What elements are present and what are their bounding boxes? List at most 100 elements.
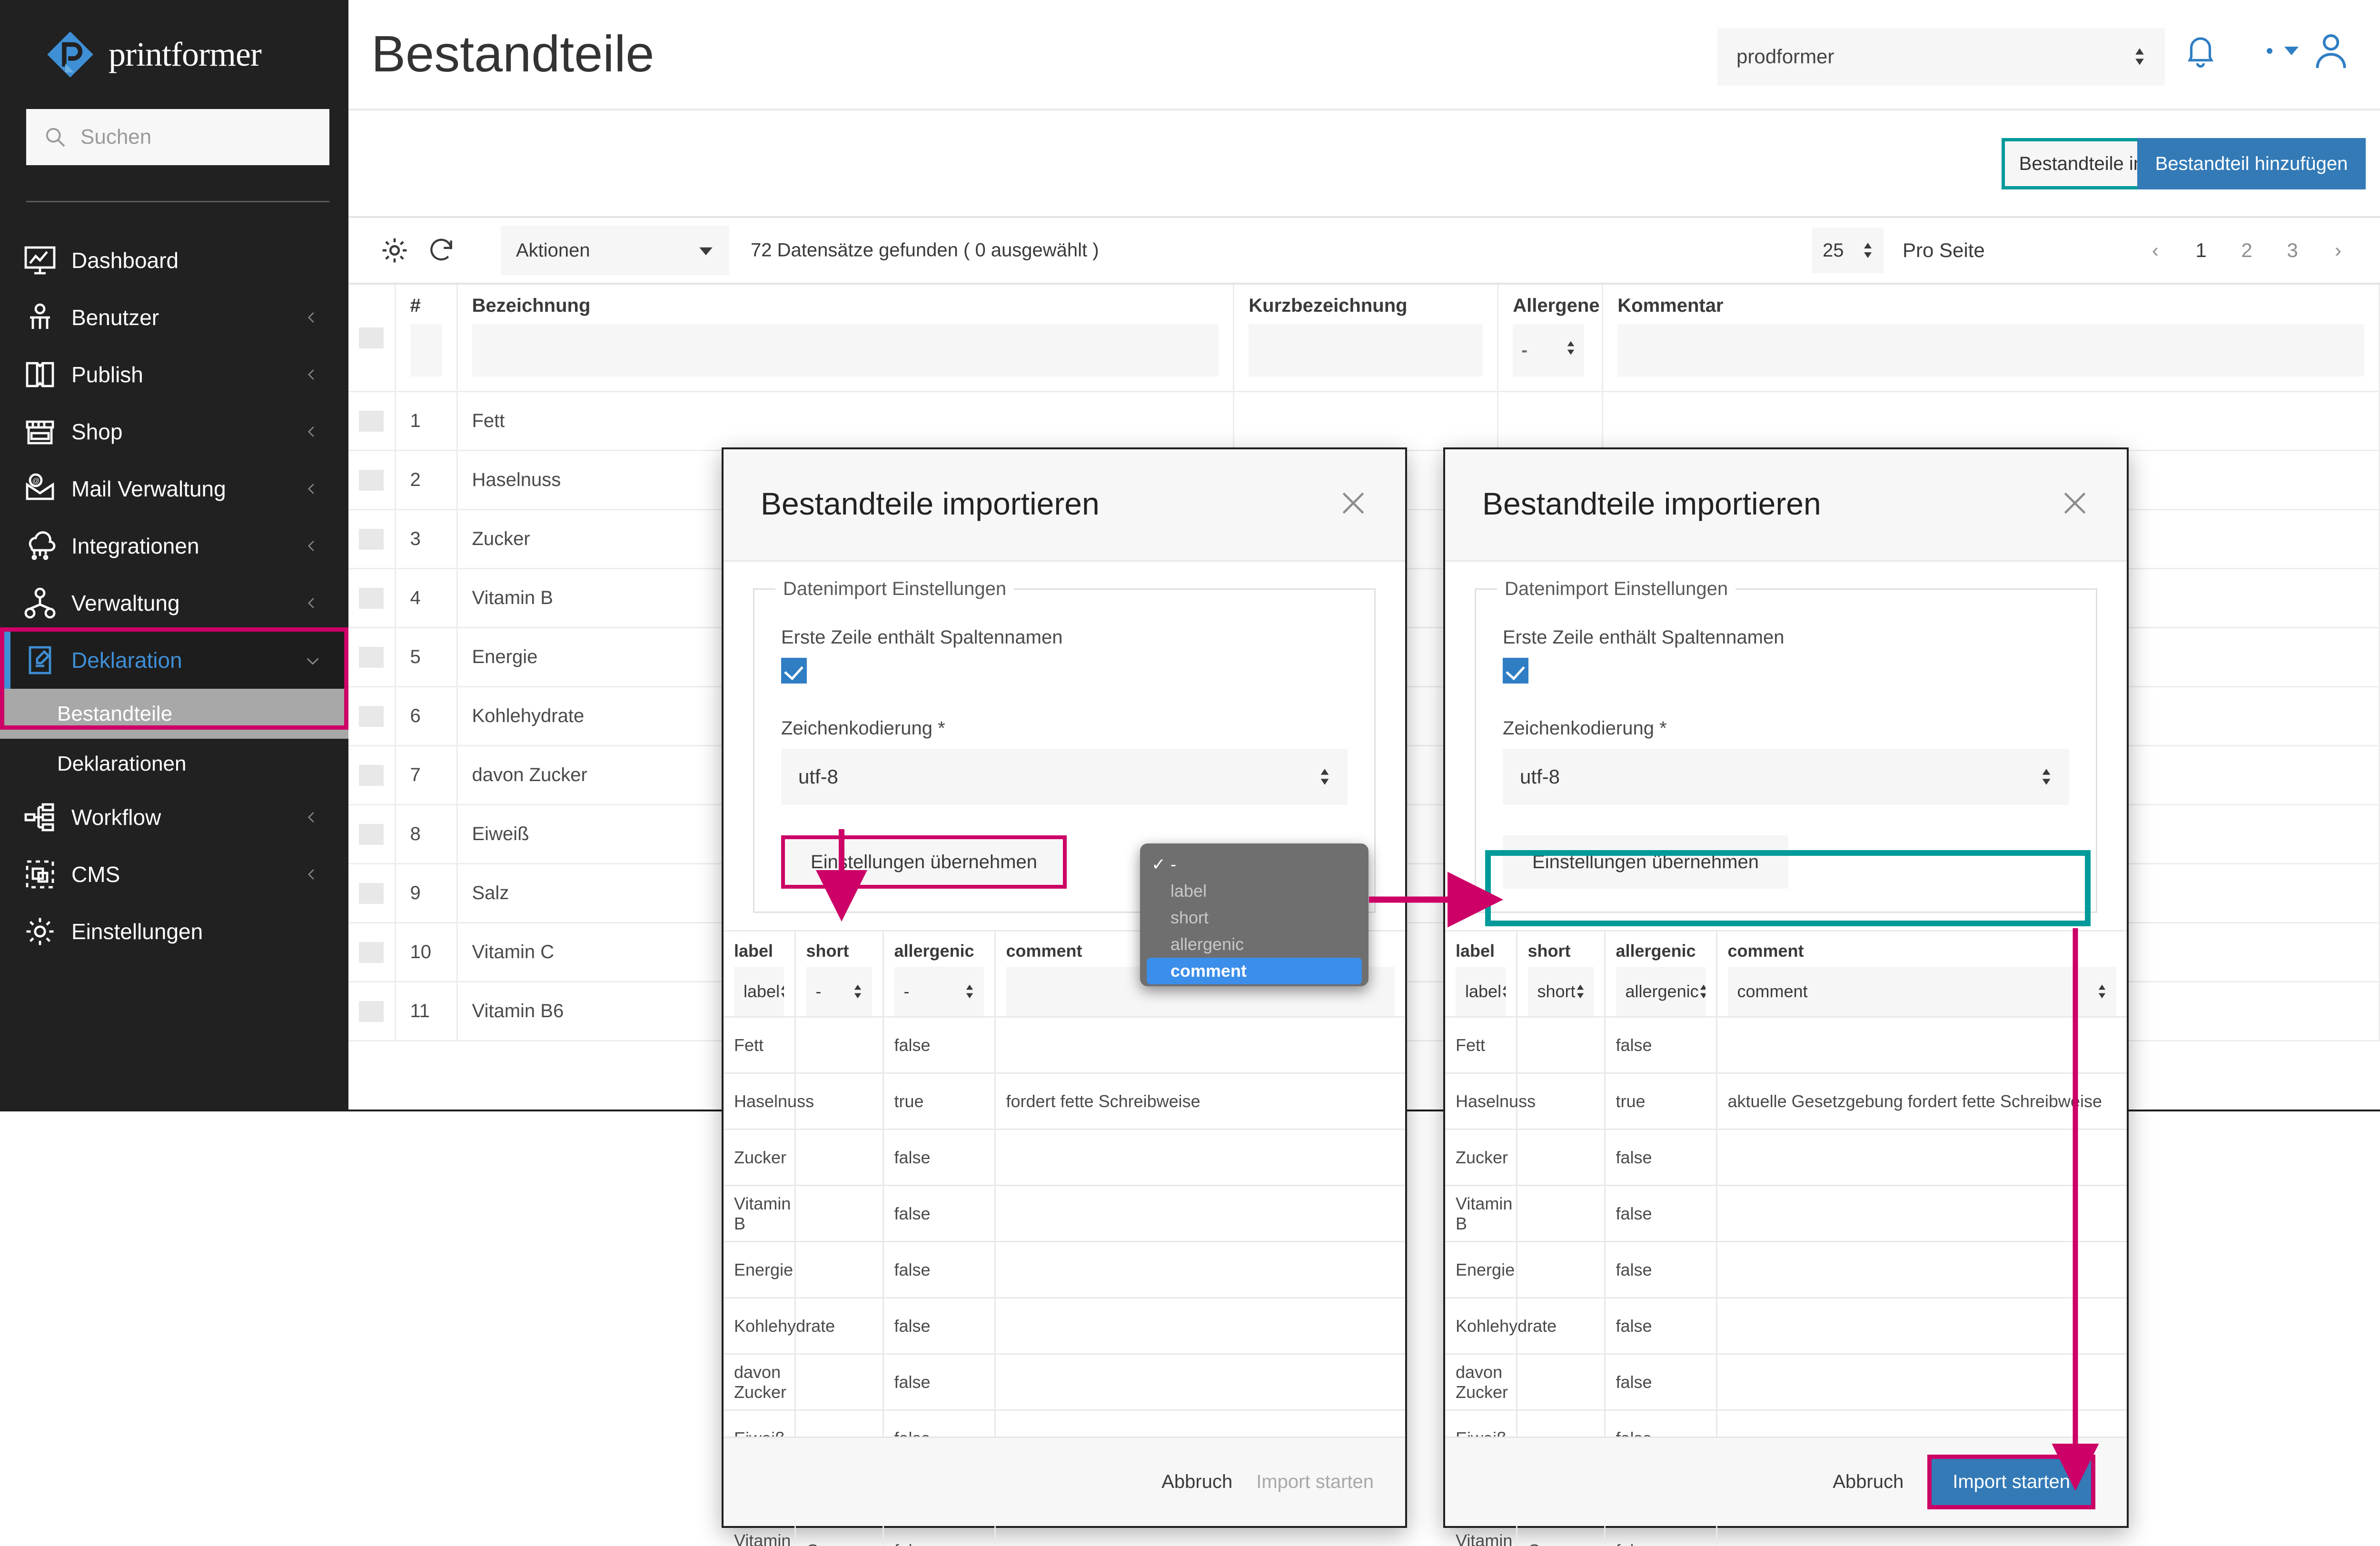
mapping-options-dropdown[interactable]: - label short allergenic comment bbox=[1140, 843, 1368, 986]
first-row-headers-checkbox[interactable] bbox=[1503, 658, 1528, 684]
filter-input-kommentar[interactable] bbox=[1617, 324, 2364, 377]
pagination-page-1[interactable]: 1 bbox=[2195, 239, 2207, 261]
apply-settings-button[interactable]: Einstellungen übernehmen bbox=[1503, 835, 1788, 889]
mapping-select-short[interactable]: short bbox=[1527, 967, 1594, 1016]
sidebar-item-integrationen[interactable]: Integrationen bbox=[0, 517, 348, 575]
dropdown-option-short[interactable]: short bbox=[1170, 908, 1209, 927]
sidebar-item-cms[interactable]: CMS bbox=[0, 846, 348, 903]
filter-input-bezeichnung[interactable] bbox=[472, 324, 1219, 377]
row-checkbox-cell[interactable] bbox=[348, 922, 396, 982]
column-header-kurzbezeichnung[interactable]: Kurzbezeichnung bbox=[1233, 285, 1499, 392]
start-import-button[interactable]: Import starten bbox=[1256, 1471, 1374, 1492]
dialog-header: Bestandteile importieren bbox=[724, 449, 1405, 562]
mapping-select-short[interactable]: - bbox=[806, 967, 872, 1016]
row-checkbox-cell[interactable] bbox=[348, 627, 396, 687]
row-checkbox[interactable] bbox=[359, 882, 384, 904]
column-header-bezeichnung[interactable]: Bezeichnung bbox=[457, 285, 1235, 392]
filter-input-kurzbezeichnung[interactable] bbox=[1249, 324, 1483, 377]
pagination-page-3[interactable]: 3 bbox=[2287, 239, 2298, 261]
row-checkbox-cell[interactable] bbox=[348, 391, 396, 451]
select-all-header[interactable] bbox=[348, 285, 396, 392]
pagination-next[interactable]: › bbox=[2335, 239, 2341, 261]
row-checkbox[interactable] bbox=[359, 528, 384, 550]
gear-icon[interactable] bbox=[379, 235, 410, 266]
user-menu[interactable] bbox=[2267, 28, 2351, 74]
sidebar-item-deklaration[interactable]: Deklaration bbox=[0, 632, 348, 689]
bell-icon[interactable] bbox=[2182, 30, 2219, 72]
filter-select-allergene[interactable]: - bbox=[1513, 324, 1585, 377]
column-header-kommentar[interactable]: Kommentar bbox=[1602, 285, 2380, 392]
column-header-num[interactable]: # bbox=[395, 285, 458, 392]
dropdown-option-label[interactable]: label bbox=[1170, 881, 1207, 901]
sidebar-item-publish[interactable]: Publish bbox=[0, 346, 348, 403]
encoding-select[interactable]: utf-8 bbox=[1503, 749, 2069, 805]
per-page-select[interactable]: 25 bbox=[1812, 228, 1884, 273]
filter-input-num[interactable] bbox=[410, 324, 442, 377]
row-checkbox-cell[interactable] bbox=[348, 450, 396, 510]
actions-dropdown[interactable]: Aktionen bbox=[501, 226, 729, 275]
sidebar-item-einstellungen[interactable]: Einstellungen bbox=[0, 903, 348, 960]
column-header-allergene[interactable]: Allergene - bbox=[1497, 285, 1604, 392]
row-checkbox[interactable] bbox=[359, 705, 384, 727]
row-checkbox-cell[interactable] bbox=[348, 804, 396, 864]
preview-row: Kohlehydrate false bbox=[1445, 1297, 2127, 1354]
sidebar-subitem-deklarationen[interactable]: Deklarationen bbox=[0, 739, 348, 789]
sidebar-subitem-label: Deklarationen bbox=[57, 752, 187, 775]
close-icon[interactable] bbox=[2060, 488, 2090, 518]
row-checkbox[interactable] bbox=[359, 1001, 384, 1022]
mapping-select-allergenic[interactable]: allergenic bbox=[1616, 967, 1706, 1016]
close-icon[interactable] bbox=[1339, 488, 1368, 518]
mapping-select-label[interactable]: label bbox=[734, 967, 784, 1016]
row-checkbox[interactable] bbox=[359, 764, 384, 786]
dropdown-option-allergenic[interactable]: allergenic bbox=[1170, 934, 1244, 954]
mapping-select-comment[interactable]: comment bbox=[1727, 967, 2116, 1016]
row-checkbox[interactable] bbox=[359, 469, 384, 491]
first-row-headers-checkbox[interactable] bbox=[781, 658, 807, 684]
pagination-prev[interactable]: ‹ bbox=[2152, 239, 2159, 261]
row-checkbox-cell[interactable] bbox=[348, 745, 396, 805]
sidebar-item-benutzer[interactable]: Benutzer bbox=[0, 289, 348, 346]
cell-bezeichnung: Fett bbox=[457, 391, 1235, 451]
pc-comment: aktuelle Gesetzgebung fordert fette Schr… bbox=[1716, 1072, 2127, 1130]
row-checkbox-cell[interactable] bbox=[348, 863, 396, 923]
sidebar-subitem-bestandteile[interactable]: Bestandteile bbox=[0, 689, 348, 739]
row-checkbox[interactable] bbox=[359, 646, 384, 668]
sidebar-item-shop[interactable]: Shop bbox=[0, 403, 348, 460]
encoding-select[interactable]: utf-8 bbox=[781, 749, 1348, 805]
table-row[interactable]: 1 Fett bbox=[348, 391, 2380, 451]
dialog-title: Bestandteile importieren bbox=[1482, 486, 1821, 521]
row-checkbox[interactable] bbox=[359, 823, 384, 845]
row-checkbox-cell[interactable] bbox=[348, 981, 396, 1041]
dropdown-option-dash[interactable]: - bbox=[1140, 851, 1368, 878]
mapping-select-allergenic[interactable]: - bbox=[894, 967, 984, 1016]
start-import-button[interactable]: Import starten bbox=[1927, 1455, 2095, 1509]
select-all-checkbox[interactable] bbox=[359, 327, 384, 348]
brand-logo-area[interactable]: printformer bbox=[0, 0, 348, 79]
sidebar-item-verwaltung[interactable]: Verwaltung bbox=[0, 575, 348, 632]
pc-comment bbox=[1716, 1016, 2127, 1073]
row-checkbox[interactable] bbox=[359, 941, 384, 963]
preview-col-title: allergenic bbox=[1616, 941, 1696, 961]
search-field[interactable]: Suchen bbox=[26, 109, 329, 165]
dropdown-option-comment[interactable]: comment bbox=[1147, 958, 1362, 984]
sidebar-item-dashboard[interactable]: Dashboard bbox=[0, 232, 348, 289]
organization-select[interactable]: prodformer bbox=[1717, 28, 2165, 86]
apply-settings-button[interactable]: Einstellungen übernehmen bbox=[781, 835, 1067, 889]
cancel-button[interactable]: Abbruch bbox=[1833, 1471, 1904, 1492]
cancel-button[interactable]: Abbruch bbox=[1161, 1471, 1233, 1492]
pc-label: Fett bbox=[1445, 1016, 1517, 1073]
row-checkbox-cell[interactable] bbox=[348, 686, 396, 746]
mapping-select-label[interactable]: label bbox=[1456, 967, 1506, 1016]
row-checkbox[interactable] bbox=[359, 410, 384, 432]
cell-num: 1 bbox=[395, 391, 458, 451]
pc-allergenic: false bbox=[883, 1016, 996, 1073]
refresh-icon[interactable] bbox=[426, 236, 456, 265]
pagination-page-2[interactable]: 2 bbox=[2241, 239, 2252, 261]
row-checkbox[interactable] bbox=[359, 587, 384, 609]
pc-comment bbox=[995, 1297, 1405, 1354]
sidebar-item-workflow[interactable]: Workflow bbox=[0, 789, 348, 846]
sidebar-item-mail-verwaltung[interactable]: @ Mail Verwaltung bbox=[0, 460, 348, 517]
add-bestandteil-button[interactable]: Bestandteil hinzufügen bbox=[2137, 138, 2366, 189]
row-checkbox-cell[interactable] bbox=[348, 509, 396, 569]
row-checkbox-cell[interactable] bbox=[348, 568, 396, 628]
